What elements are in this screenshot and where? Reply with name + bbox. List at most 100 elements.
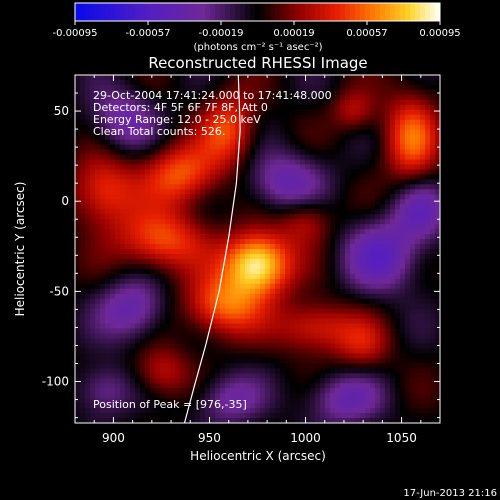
heatmap-cell	[290, 388, 296, 394]
heatmap-cell	[270, 343, 276, 349]
heatmap-cell	[295, 278, 301, 285]
heatmap-cell	[190, 184, 196, 190]
heatmap-cell	[190, 234, 196, 240]
heatmap-cell	[365, 378, 371, 384]
heatmap-cell	[220, 318, 226, 324]
heatmap-cell	[260, 258, 266, 265]
heatmap-cell	[155, 234, 161, 240]
heatmap-cell	[360, 184, 366, 190]
heatmap-cell	[325, 159, 331, 165]
heatmap-cell	[245, 219, 251, 225]
heatmap-cell	[180, 388, 186, 394]
heatmap-cell	[270, 84, 276, 91]
heatmap-cell	[140, 338, 146, 344]
heatmap-cell	[300, 333, 306, 339]
heatmap-cell	[410, 194, 416, 200]
heatmap-cell	[110, 149, 116, 155]
heatmap-cell	[105, 194, 111, 200]
heatmap-cell	[210, 219, 216, 225]
heatmap-cell	[390, 333, 396, 339]
heatmap-cell	[105, 214, 111, 220]
heatmap-cell	[355, 388, 361, 394]
heatmap-cell	[230, 84, 236, 91]
heatmap-cell	[395, 224, 401, 230]
heatmap-cell	[105, 199, 111, 205]
heatmap-cell	[90, 348, 96, 354]
heatmap-cell	[410, 79, 416, 86]
heatmap-cell	[145, 79, 151, 86]
heatmap-cell	[320, 318, 326, 324]
heatmap-cell	[170, 253, 176, 260]
heatmap-cell	[190, 323, 196, 329]
heatmap-cell	[350, 373, 356, 379]
heatmap-cell	[380, 348, 386, 354]
heatmap-cell	[310, 383, 316, 389]
heatmap-cell	[245, 353, 251, 359]
heatmap-cell	[375, 288, 381, 295]
heatmap-cell	[105, 229, 111, 235]
heatmap-cell	[290, 109, 296, 116]
heatmap-cell	[300, 154, 306, 160]
heatmap-cell	[230, 268, 236, 275]
heatmap-cell	[215, 179, 221, 185]
heatmap-cell	[300, 209, 306, 215]
heatmap-cell	[290, 164, 296, 170]
heatmap-cell	[270, 134, 276, 141]
heatmap-cell	[385, 144, 391, 150]
heatmap-cell	[195, 263, 201, 270]
heatmap-cell	[320, 298, 326, 305]
heatmap-cell	[265, 388, 271, 394]
heatmap-cell	[355, 273, 361, 280]
heatmap-cell	[105, 124, 111, 131]
heatmap-cell	[285, 104, 291, 111]
heatmap-cell	[90, 343, 96, 349]
heatmap-cell	[375, 79, 381, 86]
heatmap-cell	[335, 84, 341, 91]
heatmap-cell	[265, 363, 271, 369]
heatmap-cell	[410, 398, 416, 404]
heatmap-cell	[145, 104, 151, 111]
heatmap-cell	[140, 273, 146, 280]
heatmap-cell	[305, 189, 311, 195]
heatmap-cell	[155, 293, 161, 300]
heatmap-cell	[230, 358, 236, 364]
heatmap-cell	[270, 298, 276, 305]
heatmap-cell	[405, 89, 411, 96]
colorbar-cell	[80, 3, 86, 21]
heatmap-cell	[105, 308, 111, 315]
heatmap-cell	[105, 239, 111, 245]
heatmap-cell	[335, 134, 341, 141]
heatmap-cell	[75, 99, 81, 106]
heatmap-cell	[350, 253, 356, 260]
heatmap-cell	[175, 273, 181, 280]
heatmap-cell	[170, 189, 176, 195]
heatmap-cell	[115, 273, 121, 280]
heatmap-cell	[390, 174, 396, 180]
heatmap-cell	[185, 84, 191, 91]
heatmap-cell	[235, 114, 241, 121]
heatmap-cell	[375, 149, 381, 155]
heatmap-cell	[310, 303, 316, 310]
heatmap-cell	[275, 303, 281, 310]
heatmap-cell	[365, 75, 371, 81]
heatmap-cell	[370, 114, 376, 121]
heatmap-cell	[155, 109, 161, 116]
heatmap-cell	[240, 293, 246, 300]
heatmap-cell	[425, 333, 431, 339]
heatmap-cell	[80, 184, 86, 190]
heatmap-cell	[125, 298, 131, 305]
heatmap-cell	[375, 84, 381, 91]
heatmap-cell	[395, 353, 401, 359]
heatmap-cell	[195, 134, 201, 141]
heatmap-cell	[305, 144, 311, 150]
heatmap-cell	[115, 368, 121, 374]
heatmap-cell	[160, 398, 166, 404]
heatmap-cell	[195, 239, 201, 245]
heatmap-cell	[285, 124, 291, 131]
heatmap-cell	[385, 114, 391, 121]
heatmap-cell	[375, 293, 381, 300]
heatmap-cell	[345, 328, 351, 334]
heatmap-cell	[310, 109, 316, 116]
heatmap-cell	[135, 273, 141, 280]
heatmap-cell	[240, 318, 246, 324]
